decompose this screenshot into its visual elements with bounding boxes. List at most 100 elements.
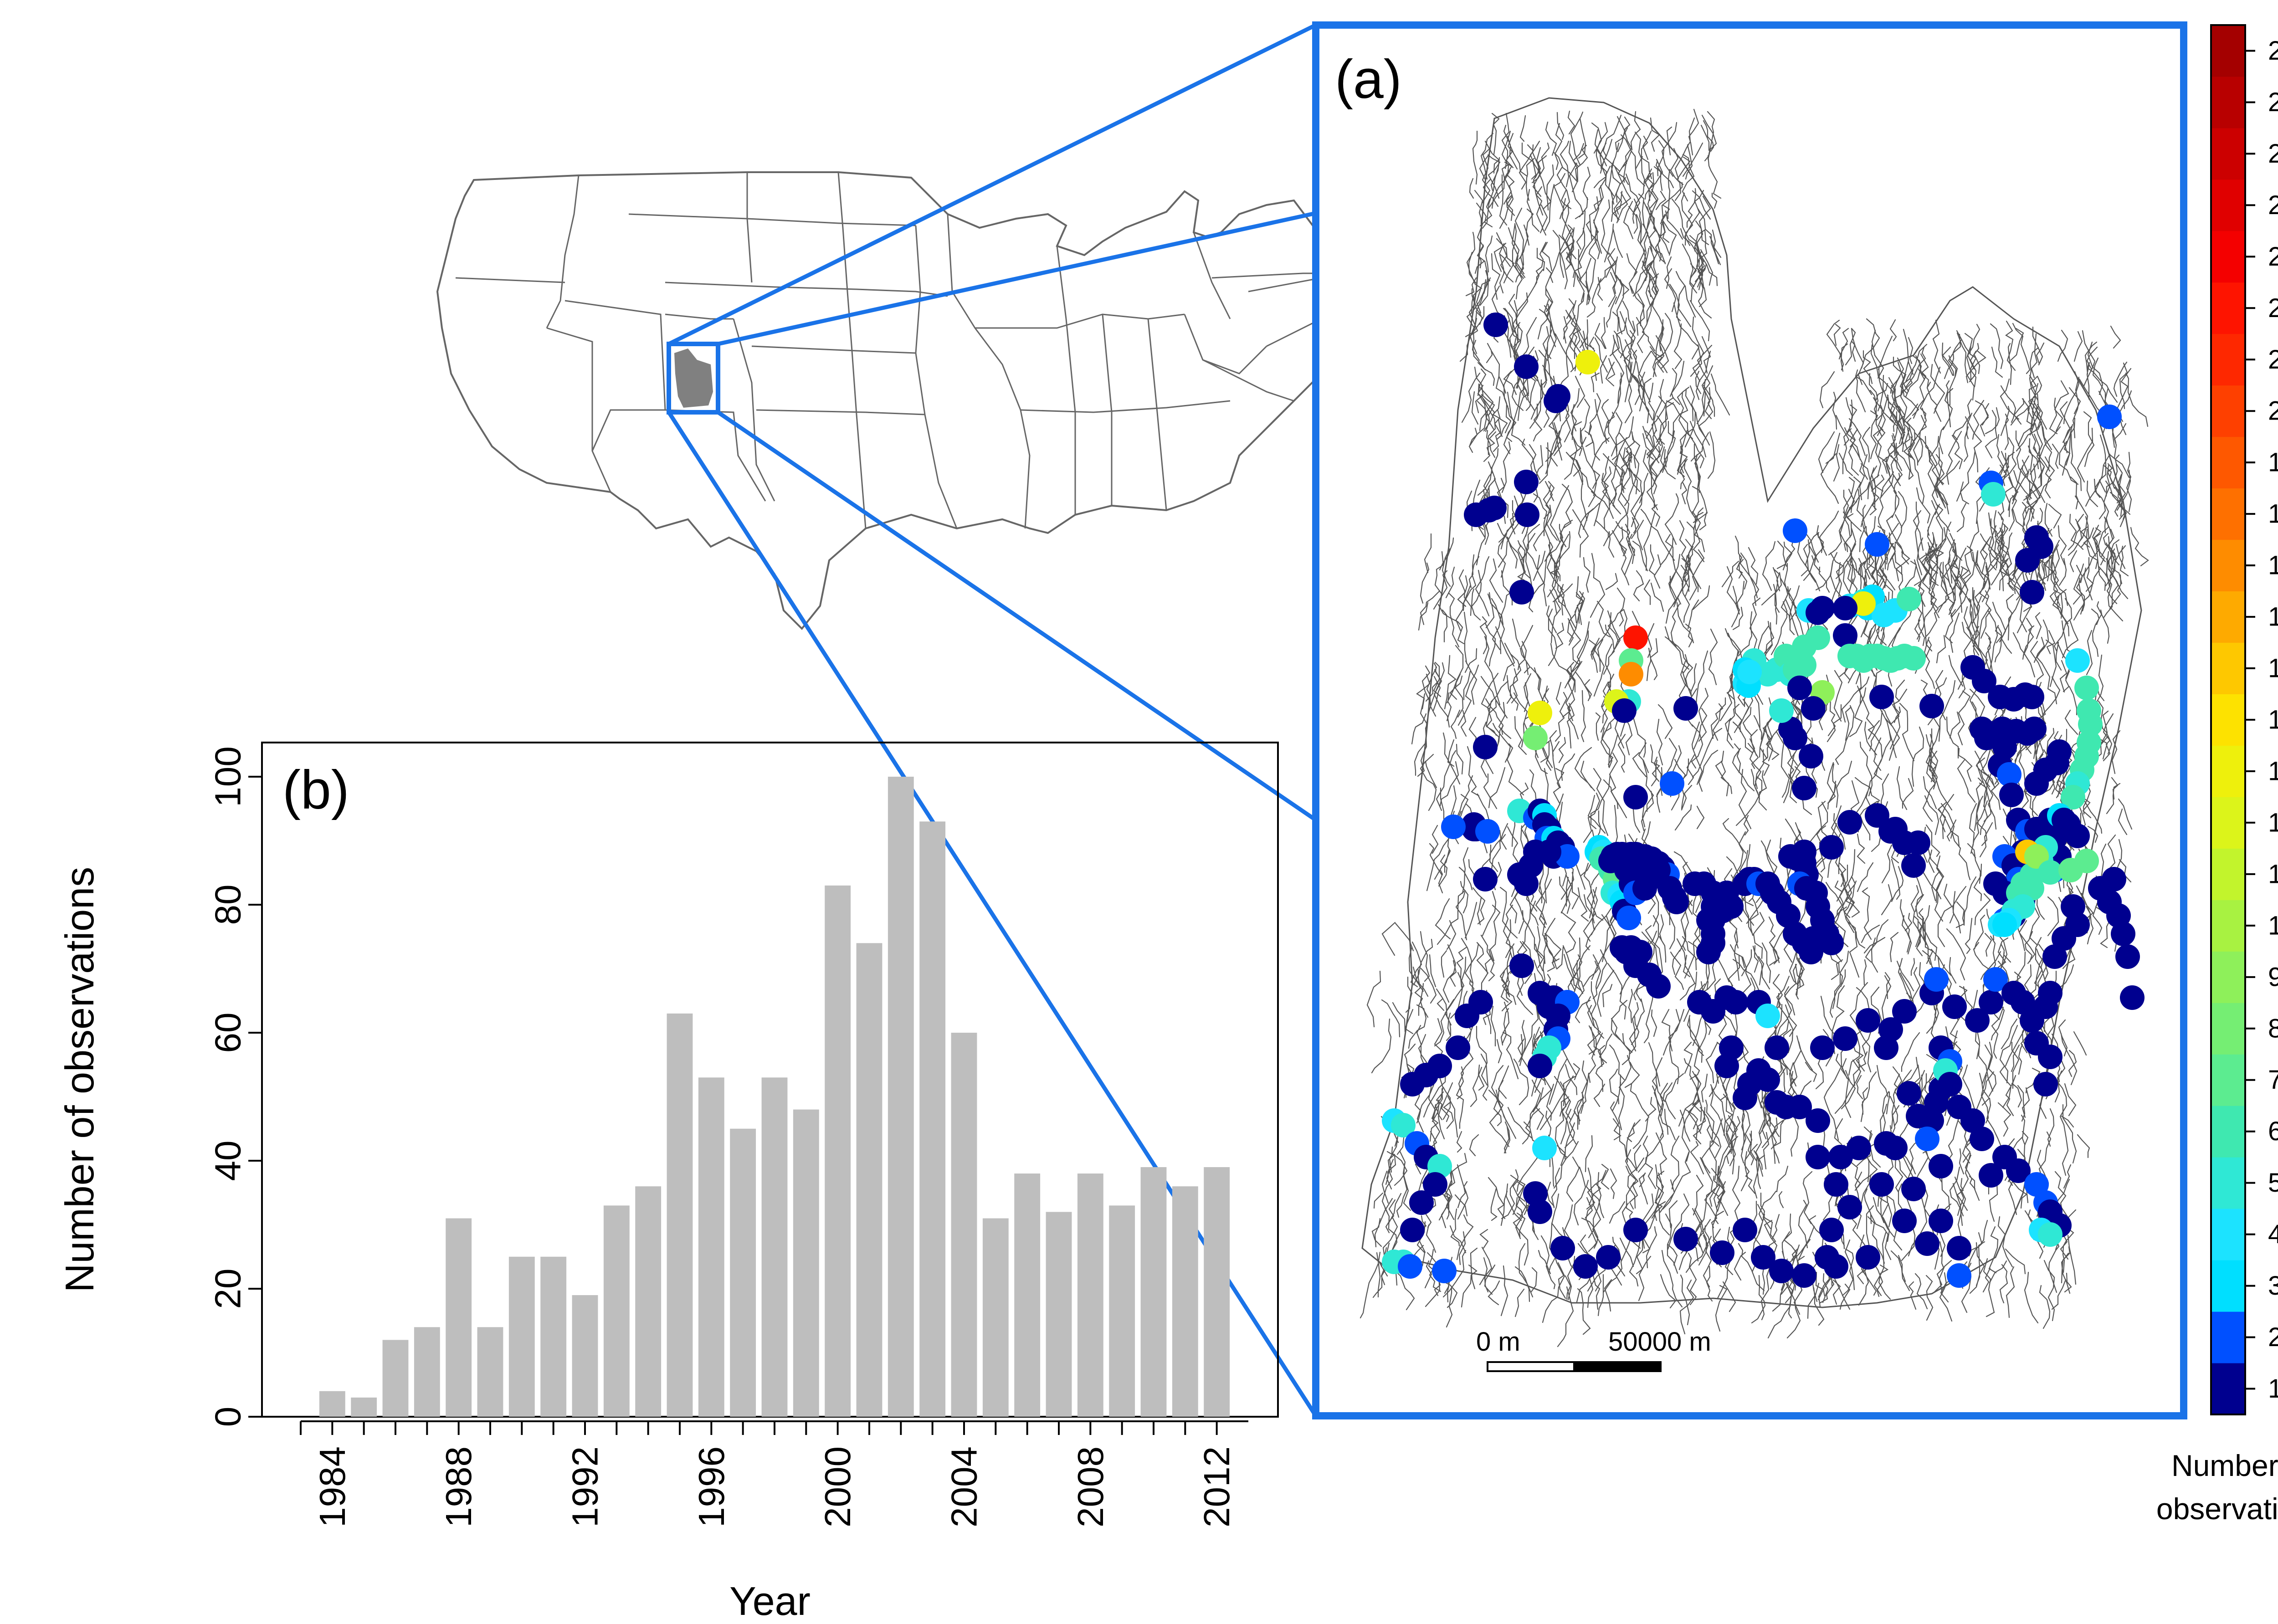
panel-a-label: (a) <box>1335 49 1402 110</box>
colorbar-cell-1 <box>2211 1363 2245 1415</box>
observation-point <box>2065 824 2090 848</box>
colorbar-tick-label-22: 22 <box>2268 293 2278 323</box>
observation-point <box>1865 532 1889 557</box>
colorbar-tick-label-25: 25 <box>2268 139 2278 169</box>
observation-point <box>1979 1163 2003 1188</box>
y-tick-label-80: 80 <box>208 885 248 925</box>
observation-point <box>2102 867 2126 891</box>
colorbar-tick-label-15: 15 <box>2268 654 2278 683</box>
colorbar-tick-label-18: 18 <box>2268 499 2278 529</box>
observation-point <box>2047 739 2072 764</box>
observation-point <box>1473 867 1498 891</box>
colorbar-cell-5 <box>2211 1157 2245 1209</box>
observation-point <box>1806 1145 1830 1169</box>
colorbar-cell-24 <box>2211 179 2245 231</box>
bar-2010 <box>1140 1167 1167 1417</box>
observation-point <box>1400 1072 1425 1096</box>
colorbar-cell-7 <box>2211 1054 2245 1106</box>
colorbar-cell-4 <box>2211 1209 2245 1260</box>
observation-point <box>1441 815 1466 839</box>
observation-point <box>1515 502 1539 527</box>
observation-point <box>1612 698 1637 723</box>
colorbar-tick-label-23: 23 <box>2268 242 2278 272</box>
observation-point <box>1992 912 2017 937</box>
colorbar-tick-label-2: 2 <box>2268 1322 2278 1352</box>
observation-point <box>1960 1108 1985 1133</box>
observation-point <box>1979 990 2003 1014</box>
colorbar-tick-label-9: 9 <box>2268 962 2278 992</box>
colorbar-cell-26 <box>2211 76 2245 128</box>
colorbar-cell-12 <box>2211 797 2245 849</box>
colorbar-tick-label-16: 16 <box>2268 602 2278 632</box>
bar-series <box>319 777 1230 1417</box>
x-tick-label-1984: 1984 <box>312 1446 353 1527</box>
colorbar-cell-2 <box>2211 1311 2245 1363</box>
colorbar-tick-label-17: 17 <box>2268 551 2278 580</box>
observation-point <box>1400 1218 1425 1242</box>
us-outline <box>436 171 1414 630</box>
colorbar-tick-label-27: 27 <box>2268 36 2278 66</box>
colorbar-tick-label-4: 4 <box>2268 1219 2278 1249</box>
observation-point <box>1660 771 1684 796</box>
bar-1985 <box>351 1397 377 1417</box>
observation-point <box>1847 1136 1871 1160</box>
observation-point <box>2020 580 2044 605</box>
bar-2003 <box>919 821 946 1417</box>
colorbar-tick-label-1: 1 <box>2268 1374 2278 1404</box>
observation-point <box>1869 685 1894 709</box>
observation-point <box>2011 990 2035 1014</box>
observation-point <box>1947 1263 1971 1288</box>
colorbar-tick-label-5: 5 <box>2268 1168 2278 1198</box>
observation-point <box>1769 1259 1794 1283</box>
y-tick-label-100: 100 <box>208 746 248 807</box>
colorbar: 1234567891011121314151617181920212223242… <box>2156 24 2278 1526</box>
observation-point <box>1596 1245 1621 1270</box>
bar-2001 <box>856 943 882 1417</box>
colorbar-cells <box>2211 25 2245 1415</box>
observation-point <box>1737 660 1762 684</box>
observation-point <box>1769 698 1794 723</box>
observation-point <box>1473 735 1498 759</box>
observation-point <box>1915 1127 1939 1151</box>
observation-point <box>2061 785 2085 809</box>
observation-point <box>1432 1259 1457 1283</box>
bar-2004 <box>951 1033 977 1417</box>
observation-point <box>1815 1245 1839 1270</box>
observation-point <box>1915 1231 1939 1256</box>
bar-1987 <box>414 1327 440 1417</box>
observation-point <box>1623 625 1648 650</box>
colorbar-cell-11 <box>2211 848 2245 900</box>
bar-1995 <box>667 1013 693 1417</box>
colorbar-tick-label-14: 14 <box>2268 705 2278 735</box>
bar-1994 <box>635 1186 662 1417</box>
observation-point <box>1999 783 2024 807</box>
observation-point <box>1398 1254 1422 1279</box>
observation-point <box>2052 926 2076 951</box>
observation-point <box>1865 803 1889 828</box>
observation-point <box>2074 849 2099 873</box>
observation-point <box>1983 967 2008 992</box>
observation-point <box>1623 785 1648 809</box>
observation-point <box>1733 1086 1757 1110</box>
x-axis: 1984 1988 1992 1996 2000 2004 2008 2012 <box>300 1420 1248 1527</box>
observation-point <box>1897 1081 1921 1106</box>
observation-point <box>1883 1136 1908 1160</box>
observation-point <box>2033 994 2058 1019</box>
observation-point <box>1787 1095 1812 1119</box>
observation-point <box>1514 871 1539 896</box>
watershed-outline <box>1361 97 2142 1308</box>
observation-point <box>1755 1067 1780 1092</box>
observation-point <box>1970 1127 1994 1151</box>
observation-point <box>1997 762 2021 787</box>
bar-1997 <box>730 1128 756 1417</box>
y-axis: 0 20 40 60 80 100 <box>208 746 263 1427</box>
observation-point <box>1856 1245 1880 1270</box>
observation-point <box>1947 1236 1971 1260</box>
observation-point <box>2024 1172 2049 1197</box>
observation-point <box>1983 871 2008 896</box>
bar-1986 <box>382 1340 409 1417</box>
observation-point <box>2042 944 2067 969</box>
colorbar-tick-label-6: 6 <box>2268 1117 2278 1146</box>
observation-point <box>2065 648 2090 673</box>
